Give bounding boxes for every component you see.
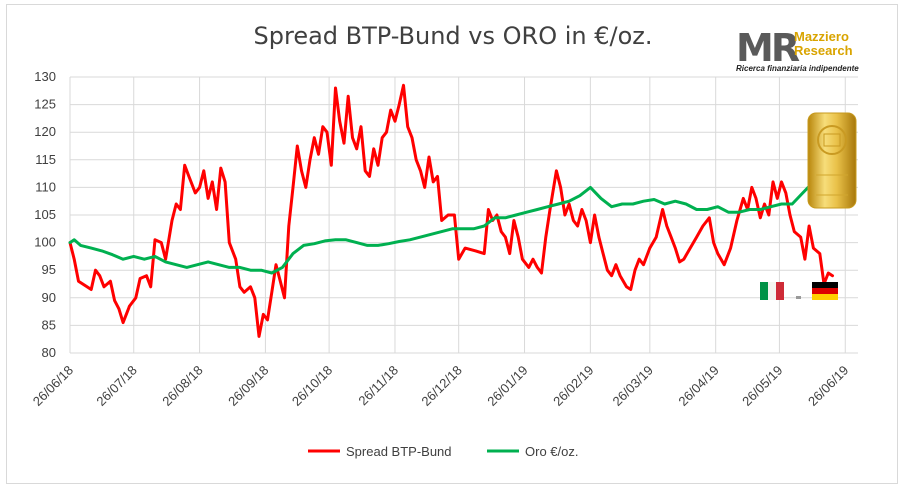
y-tick-label: 80 — [42, 345, 56, 360]
y-tick-label: 120 — [34, 124, 56, 139]
logo-tagline: Ricerca finanziaria indipendente — [736, 64, 859, 73]
x-tick-label: 26/02/19 — [550, 363, 596, 409]
y-axis-ticks: 80 85 90 95 100 105 110 115 120 125 130 — [34, 69, 56, 360]
legend-label: Oro €/oz. — [525, 444, 578, 459]
gridlines — [69, 76, 858, 354]
x-tick-label: 26/04/19 — [675, 363, 721, 409]
logo-mark: MR — [736, 26, 800, 70]
legend-label: Spread BTP-Bund — [346, 444, 452, 459]
mazziero-research-logo: MR Mazziero Research Ricerca finanziaria… — [736, 28, 886, 76]
logo-name: Mazziero Research — [794, 29, 853, 58]
x-tick-label: 26/05/19 — [739, 363, 785, 409]
x-tick-label: 26/03/19 — [610, 363, 656, 409]
y-tick-label: 130 — [34, 69, 56, 84]
legend: Spread BTP-Bund Oro €/oz. — [308, 444, 578, 459]
y-tick-label: 110 — [35, 179, 56, 194]
x-tick-label: 26/12/18 — [418, 363, 464, 409]
gold-bar-image — [807, 112, 857, 209]
x-tick-label: 26/07/18 — [93, 363, 139, 409]
chart-title: Spread BTP-Bund vs ORO in €/oz. — [253, 22, 653, 50]
x-axis-ticks: 26/06/18 26/07/18 26/08/18 26/09/18 26/10/18… — [30, 363, 852, 409]
y-tick-label: 100 — [34, 235, 56, 250]
series-lines — [68, 83, 834, 338]
x-tick-label: 26/06/18 — [30, 363, 76, 409]
series-line-oro — [68, 158, 834, 275]
germany-flag — [812, 282, 838, 300]
y-tick-label: 90 — [42, 290, 56, 305]
y-tick-label: 125 — [34, 97, 56, 112]
y-tick-label: 105 — [34, 207, 56, 222]
x-tick-label: 26/06/19 — [805, 363, 851, 409]
x-tick-label: 26/09/18 — [225, 363, 271, 409]
y-tick-label: 85 — [42, 317, 56, 332]
series-line-spread-btp-bund — [68, 83, 834, 338]
x-tick-label: 26/01/19 — [484, 363, 530, 409]
y-tick-label: 95 — [42, 262, 56, 277]
italy-flag — [760, 282, 801, 300]
y-tick-label: 115 — [35, 152, 56, 167]
x-tick-label: 26/08/18 — [159, 363, 205, 409]
x-tick-label: 26/10/18 — [289, 363, 335, 409]
x-tick-label: 26/11/18 — [355, 363, 401, 409]
